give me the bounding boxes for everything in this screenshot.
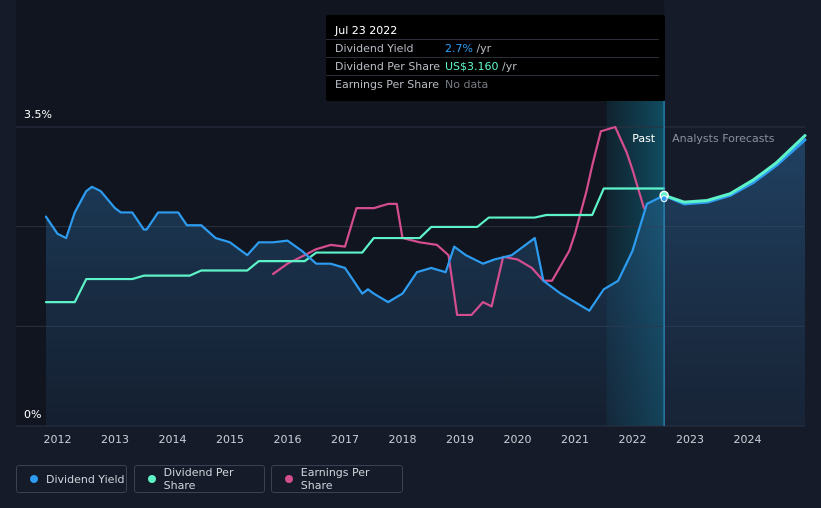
dividend-per-share-line (44, 187, 666, 304)
tooltip-date: Jul 23 2022 (335, 24, 398, 37)
x-tick-label: 2021 (561, 433, 589, 446)
x-tick-label: 2017 (331, 433, 359, 446)
tooltip-row-dividend-yield: Dividend Yield 2.7% /yr (326, 39, 659, 57)
legend-dot (148, 475, 156, 483)
tooltip-value: US$3.160 /yr (445, 60, 517, 73)
dividend-yield-line (44, 185, 666, 312)
legend-dot (285, 475, 293, 483)
legend-earnings-per-share[interactable]: Earnings Per Share (271, 465, 403, 493)
dividend-per-share-forecast-line (662, 134, 807, 204)
x-tick-label: 2012 (44, 433, 72, 446)
earnings-per-share-line (272, 125, 646, 317)
tooltip: Jul 23 2022 Dividend Yield 2.7% /yr Divi… (326, 15, 665, 101)
legend-dividend-per-share[interactable]: Dividend Per Share (134, 465, 265, 493)
legend-dividend-yield[interactable]: Dividend Yield (16, 465, 127, 493)
tooltip-value: No data (445, 78, 489, 91)
x-tick-label: 2022 (619, 433, 647, 446)
tooltip-row-earnings-per-share: Earnings Per Share No data (326, 75, 659, 93)
dividend-yield-marker (660, 195, 668, 203)
tooltip-label: Dividend Yield (335, 42, 414, 55)
y-axis-bottom-label: 0% (24, 408, 41, 421)
x-tick-label: 2024 (734, 433, 762, 446)
past-label: Past (632, 132, 656, 145)
x-tick-label: 2013 (101, 433, 129, 446)
dividend-yield-area (46, 139, 805, 427)
dividend-yield-forecast-line (662, 138, 807, 206)
x-tick-label: 2018 (389, 433, 417, 446)
y-axis-top-label: 3.5% (24, 108, 52, 121)
x-tick-label: 2020 (504, 433, 532, 446)
tooltip-row-dividend-per-share: Dividend Per Share US$3.160 /yr (326, 57, 659, 75)
legend-label: Earnings Per Share (300, 466, 370, 492)
tooltip-value: 2.7% /yr (445, 42, 492, 55)
x-tick-label: 2016 (274, 433, 302, 446)
x-tick-label: 2015 (216, 433, 244, 446)
forecast-label: Analysts Forecasts (672, 132, 775, 145)
x-tick-label: 2019 (446, 433, 474, 446)
tooltip-label: Dividend Per Share (335, 60, 441, 73)
tooltip-label: Earnings Per Share (335, 78, 440, 91)
x-tick-label: 2023 (676, 433, 704, 446)
legend-dot (30, 475, 38, 483)
legend-label: Dividend Per Share (163, 466, 234, 492)
x-tick-label: 2014 (159, 433, 187, 446)
legend-label: Dividend Yield (46, 472, 125, 486)
